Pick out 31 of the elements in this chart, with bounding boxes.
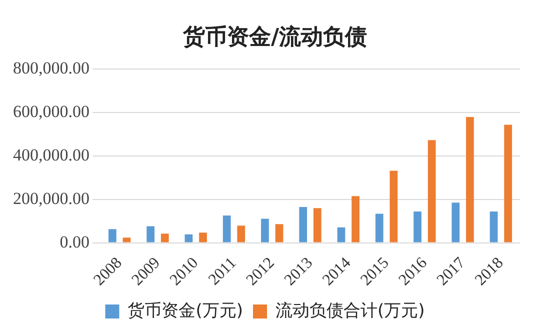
bar — [504, 124, 512, 242]
bar — [184, 234, 193, 242]
legend-label: 货币资金(万元) — [128, 300, 243, 321]
bar — [490, 212, 498, 242]
bar — [452, 202, 460, 242]
y-tick-label: 400,000.00 — [13, 145, 90, 164]
bar — [122, 238, 131, 242]
y-tick-label: 200,000.00 — [13, 188, 90, 208]
bar — [222, 215, 231, 242]
y-tick-label: 800,000.00 — [13, 58, 90, 78]
bar — [375, 214, 384, 242]
bar — [237, 226, 246, 242]
bar — [199, 232, 207, 242]
bar — [390, 170, 398, 242]
y-tick-label: 600,000.00 — [13, 102, 90, 122]
bar — [299, 206, 308, 242]
bar — [146, 226, 154, 242]
x-tick-label: 2011 — [206, 254, 240, 289]
bar — [261, 218, 269, 242]
y-tick-label: 0.00 — [60, 232, 90, 252]
bar — [352, 196, 360, 242]
bar — [160, 234, 169, 242]
bar — [108, 229, 116, 242]
bar — [275, 224, 284, 242]
bar — [414, 212, 422, 242]
bar — [466, 116, 474, 242]
bar — [428, 140, 436, 242]
bar — [337, 227, 346, 242]
bar — [313, 208, 322, 242]
chart-title: 货币资金/流动负债 — [182, 24, 368, 52]
legend-label: 流动负债合计(万元) — [276, 300, 425, 321]
